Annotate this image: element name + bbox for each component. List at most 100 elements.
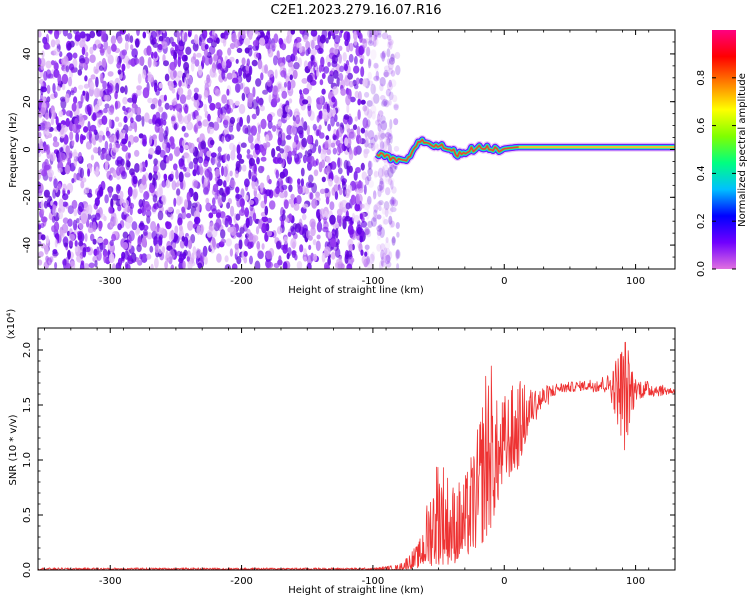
noise-speck bbox=[226, 72, 233, 80]
noise-speck bbox=[215, 102, 222, 110]
noise-speck bbox=[214, 192, 219, 200]
noise-speck bbox=[255, 226, 260, 235]
noise-speck bbox=[51, 109, 56, 120]
colorbar-gradient bbox=[712, 30, 736, 269]
noise-speck bbox=[376, 214, 382, 220]
noise-speck bbox=[337, 157, 341, 169]
noise-speck bbox=[200, 140, 207, 150]
noise-speck bbox=[345, 202, 351, 210]
noise-speck bbox=[248, 31, 253, 40]
noise-speck bbox=[302, 99, 309, 105]
noise-speck bbox=[90, 74, 96, 80]
noise-speck bbox=[186, 154, 191, 164]
noise-speck bbox=[130, 117, 134, 124]
noise-speck bbox=[281, 90, 288, 99]
noise-speck bbox=[97, 146, 102, 156]
noise-speck bbox=[306, 134, 313, 145]
noise-speck bbox=[184, 106, 188, 114]
noise-speck bbox=[392, 199, 399, 207]
noise-speck bbox=[71, 199, 78, 209]
noise-speck bbox=[390, 220, 395, 228]
noise-speck bbox=[364, 129, 370, 140]
noise-speck bbox=[193, 99, 200, 108]
noise-speck bbox=[321, 88, 326, 95]
noise-speck bbox=[363, 105, 370, 116]
noise-speck bbox=[204, 255, 208, 265]
noise-speck bbox=[156, 187, 162, 198]
noise-speck bbox=[318, 124, 322, 131]
noise-speck bbox=[385, 237, 389, 244]
noise-speck bbox=[72, 123, 77, 133]
noise-speck bbox=[152, 60, 157, 67]
noise-speck bbox=[89, 46, 94, 55]
noise-speck bbox=[368, 58, 371, 69]
noise-speck bbox=[243, 250, 248, 257]
noise-speck bbox=[187, 31, 192, 38]
noise-speck bbox=[128, 125, 133, 132]
spectrogram-x-ticks: -300 -200 -100 0 100 bbox=[44, 30, 676, 287]
noise-speck bbox=[43, 70, 48, 81]
noise-speck bbox=[378, 110, 384, 117]
noise-speck bbox=[363, 137, 370, 148]
noise-speck bbox=[173, 97, 178, 106]
noise-speck bbox=[146, 45, 152, 56]
noise-speck bbox=[355, 167, 361, 174]
noise-speck bbox=[95, 166, 100, 178]
noise-speck bbox=[54, 239, 58, 248]
noise-speck bbox=[378, 130, 385, 141]
noise-speck bbox=[47, 169, 54, 178]
noise-speck bbox=[202, 245, 208, 257]
noise-speck bbox=[87, 168, 91, 177]
noise-speck bbox=[267, 69, 275, 78]
noise-speck bbox=[390, 196, 395, 207]
noise-speck bbox=[169, 173, 174, 180]
noise-speck bbox=[368, 160, 373, 169]
snr-y-scale-label: (x10⁴) bbox=[6, 309, 17, 340]
noise-speck bbox=[327, 61, 331, 67]
noise-speck bbox=[236, 256, 242, 265]
noise-speck bbox=[122, 129, 126, 135]
noise-speck bbox=[227, 99, 234, 106]
noise-speck bbox=[303, 256, 307, 262]
noise-speck bbox=[344, 254, 349, 264]
noise-speck bbox=[320, 151, 327, 161]
x-tick-label: -100 bbox=[362, 576, 385, 587]
noise-speck bbox=[158, 35, 164, 42]
noise-speck bbox=[373, 84, 377, 94]
noise-speck bbox=[50, 39, 56, 48]
noise-speck bbox=[43, 164, 51, 171]
noise-speck bbox=[80, 180, 85, 189]
noise-speck bbox=[365, 209, 370, 220]
noise-speck bbox=[348, 147, 353, 155]
noise-speck bbox=[236, 153, 242, 160]
noise-speck bbox=[373, 30, 380, 38]
noise-speck bbox=[73, 157, 78, 167]
noise-speck bbox=[135, 38, 140, 48]
noise-speck bbox=[40, 81, 44, 88]
noise-speck bbox=[50, 117, 55, 126]
noise-speck bbox=[343, 114, 350, 120]
noise-speck bbox=[389, 199, 395, 205]
y-tick-label: 1.0 bbox=[22, 452, 33, 468]
noise-speck bbox=[194, 216, 201, 225]
noise-speck bbox=[77, 151, 83, 162]
noise-speck bbox=[330, 238, 337, 248]
noise-speck bbox=[225, 133, 231, 142]
noise-speck bbox=[38, 131, 42, 138]
noise-speck bbox=[338, 45, 343, 51]
noise-speck bbox=[256, 241, 261, 250]
noise-speck bbox=[367, 160, 372, 171]
noise-speck bbox=[221, 135, 225, 144]
noise-speck bbox=[91, 133, 96, 145]
noise-speck bbox=[396, 263, 400, 269]
noise-speck bbox=[261, 147, 267, 157]
noise-speck bbox=[313, 61, 317, 68]
noise-speck bbox=[373, 93, 380, 104]
noise-speck bbox=[230, 205, 235, 217]
noise-speck bbox=[379, 141, 385, 150]
noise-speck bbox=[85, 91, 90, 103]
noise-speck bbox=[356, 180, 364, 191]
noise-speck bbox=[379, 260, 384, 269]
noise-speck bbox=[111, 263, 117, 269]
noise-speck bbox=[122, 105, 126, 111]
